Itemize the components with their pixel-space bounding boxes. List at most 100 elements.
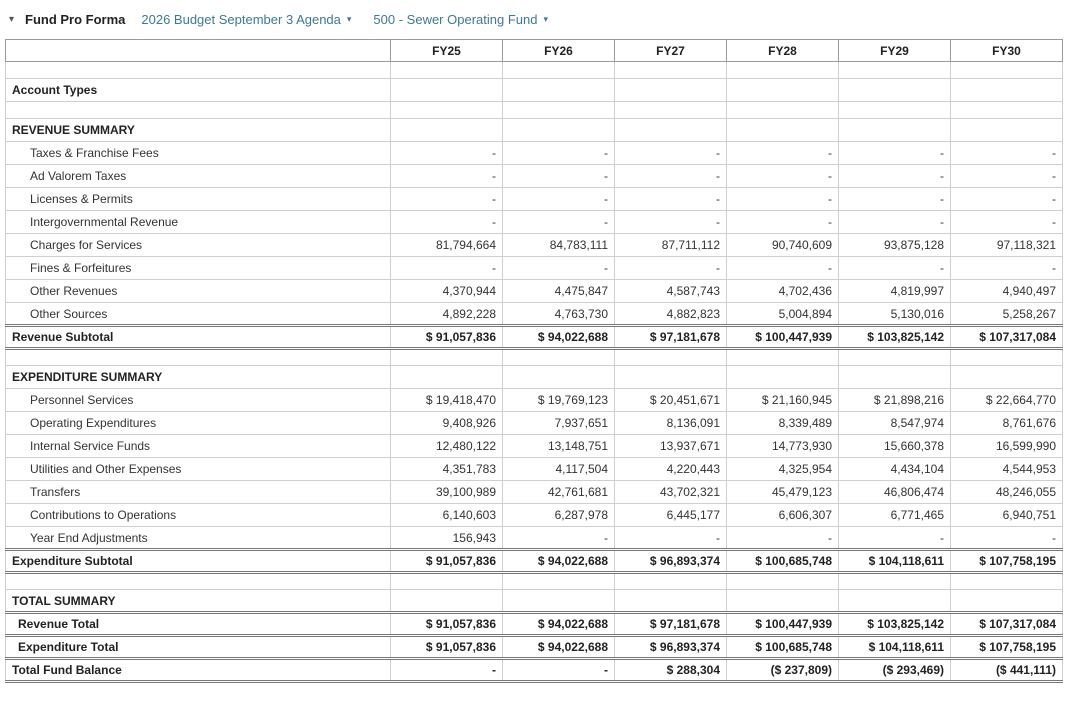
row-label: Total Fund Balance [5, 658, 391, 683]
value-cell [838, 589, 951, 613]
value-cell: $ 94,022,688 [502, 611, 615, 637]
value-cell: 90,740,609 [726, 233, 839, 257]
table-row: Licenses & Permits - - - - - - [5, 187, 1063, 211]
value-cell: ($ 441,111) [950, 658, 1063, 683]
value-cell: - [838, 256, 951, 280]
row-label: Other Sources [5, 302, 391, 326]
row-label [5, 101, 391, 119]
value-cell: - [390, 141, 503, 165]
value-cell: - [950, 210, 1063, 234]
value-cell: 12,480,122 [390, 434, 503, 458]
page-title: Fund Pro Forma [25, 12, 126, 27]
value-cell: $ 94,022,688 [502, 324, 615, 350]
value-cell: - [502, 141, 615, 165]
value-cell: $ 107,758,195 [950, 548, 1063, 574]
value-cell: 8,761,676 [950, 411, 1063, 435]
collapse-triangle-icon[interactable]: ▾ [9, 14, 15, 25]
chevron-down-icon: ▾ [543, 14, 548, 24]
budget-dropdown[interactable]: 2026 Budget September 3 Agenda ▾ [141, 12, 351, 27]
table-row [5, 101, 1063, 119]
value-cell: $ 21,898,216 [838, 388, 951, 412]
value-cell: 81,794,664 [390, 233, 503, 257]
value-cell: 13,937,671 [614, 434, 727, 458]
value-cell: - [502, 187, 615, 211]
value-cell: $ 288,304 [614, 658, 727, 683]
value-cell: 4,325,954 [726, 457, 839, 481]
value-cell [502, 61, 615, 79]
value-cell: - [502, 210, 615, 234]
table-row: Utilities and Other Expenses 4,351,783 4,1… [5, 457, 1063, 481]
value-cell: 7,937,651 [502, 411, 615, 435]
value-cell: - [502, 526, 615, 550]
value-cell: $ 20,451,671 [614, 388, 727, 412]
value-cell [502, 589, 615, 613]
value-cell: 6,771,465 [838, 503, 951, 527]
value-cell: ($ 237,809) [726, 658, 839, 683]
value-cell: - [950, 526, 1063, 550]
table-row: Account Types [5, 78, 1063, 102]
row-label: Contributions to Operations [5, 503, 391, 527]
value-cell: - [390, 658, 503, 683]
value-cell [614, 118, 727, 142]
value-cell [502, 118, 615, 142]
value-cell: $ 91,057,836 [390, 324, 503, 350]
value-cell: 87,711,112 [614, 233, 727, 257]
value-cell: $ 100,447,939 [726, 611, 839, 637]
table-row: Revenue Total $ 91,057,836 $ 94,022,688 $ 9… [5, 611, 1063, 637]
table-row: Ad Valorem Taxes - - - - - - [5, 164, 1063, 188]
value-cell: - [726, 164, 839, 188]
value-cell: - [838, 141, 951, 165]
row-label: Fines & Forfeitures [5, 256, 391, 280]
value-cell [838, 61, 951, 79]
table-row: TOTAL SUMMARY [5, 589, 1063, 613]
row-label: Personnel Services [5, 388, 391, 412]
value-cell: $ 97,181,678 [614, 611, 727, 637]
row-label: Ad Valorem Taxes [5, 164, 391, 188]
value-cell: $ 94,022,688 [502, 634, 615, 660]
value-cell [950, 118, 1063, 142]
row-label [5, 348, 391, 366]
value-cell [950, 61, 1063, 79]
value-cell [726, 78, 839, 102]
row-label [5, 572, 391, 590]
value-cell [950, 572, 1063, 590]
value-cell: $ 104,118,611 [838, 548, 951, 574]
value-cell: $ 91,057,836 [390, 634, 503, 660]
value-cell: $ 107,317,084 [950, 324, 1063, 350]
value-cell: - [838, 187, 951, 211]
value-cell: $ 100,685,748 [726, 548, 839, 574]
value-cell [614, 78, 727, 102]
value-cell: 4,475,847 [502, 279, 615, 303]
fund-dropdown[interactable]: 500 - Sewer Operating Fund ▾ [373, 12, 548, 27]
value-cell [502, 365, 615, 389]
value-cell: 39,100,989 [390, 480, 503, 504]
value-cell: 8,136,091 [614, 411, 727, 435]
value-cell [502, 348, 615, 366]
value-cell: $ 107,758,195 [950, 634, 1063, 660]
value-cell: 9,408,926 [390, 411, 503, 435]
value-cell [390, 572, 503, 590]
proforma-table-body: Account Types REVENUE SUMMARY Taxes & Fran… [5, 61, 1063, 683]
row-label: Transfers [5, 480, 391, 504]
row-label: Licenses & Permits [5, 187, 391, 211]
value-cell [502, 78, 615, 102]
table-row: Contributions to Operations 6,140,603 6,28… [5, 503, 1063, 527]
value-cell: 4,763,730 [502, 302, 615, 326]
column-header-fy27: FY27 [614, 39, 727, 62]
table-row: Fines & Forfeitures - - - - - - [5, 256, 1063, 280]
column-header-row: FY25 FY26 FY27 FY28 FY29 FY30 [5, 39, 1063, 62]
value-cell [390, 348, 503, 366]
value-cell: 15,660,378 [838, 434, 951, 458]
value-cell: - [950, 256, 1063, 280]
value-cell: - [950, 141, 1063, 165]
value-cell: 14,773,930 [726, 434, 839, 458]
value-cell: $ 22,664,770 [950, 388, 1063, 412]
value-cell: - [502, 256, 615, 280]
value-cell: $ 96,893,374 [614, 548, 727, 574]
value-cell: 13,148,751 [502, 434, 615, 458]
value-cell: 6,606,307 [726, 503, 839, 527]
value-cell [950, 589, 1063, 613]
value-cell: - [726, 256, 839, 280]
budget-dropdown-label: 2026 Budget September 3 Agenda [141, 12, 341, 27]
value-cell: - [726, 187, 839, 211]
